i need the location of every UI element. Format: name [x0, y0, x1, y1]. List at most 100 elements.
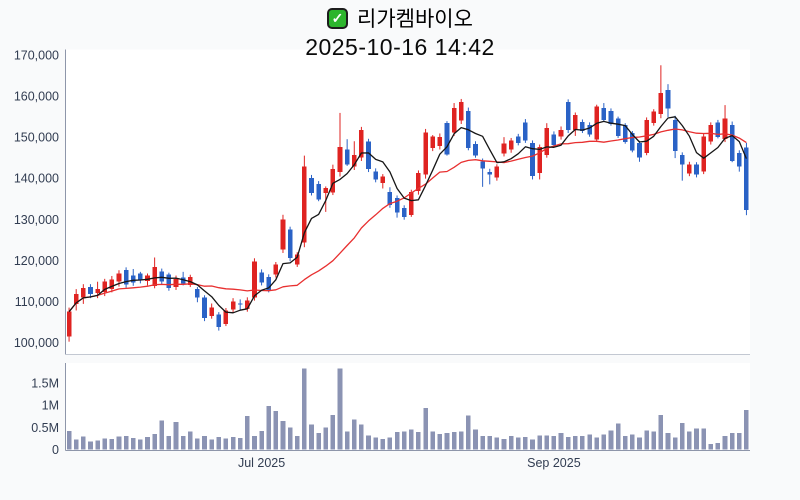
volume-tick-label: 0.5M: [31, 421, 59, 435]
volume-bar: [130, 437, 136, 450]
candle-body-down: [130, 275, 136, 283]
candle-body-up: [330, 169, 336, 193]
price-tick-label: 130,000: [14, 213, 59, 227]
volume-bar: [473, 429, 478, 450]
volume-bar: [252, 436, 257, 450]
volume-bar: [280, 421, 286, 450]
volume-bar: [558, 433, 564, 450]
volume-bar: [302, 368, 307, 450]
volume-tick-label: 1.5M: [31, 376, 59, 390]
volume-tick-label: 1M: [42, 399, 59, 413]
candle-body-up: [173, 278, 179, 288]
volume-bar: [622, 436, 628, 450]
candle-body-up: [501, 143, 507, 154]
candle-body-down: [316, 183, 321, 200]
volume-bar: [380, 438, 386, 450]
volume-bar: [416, 432, 421, 450]
date-tick-label: Jul 2025: [238, 456, 285, 470]
candle-body-up: [359, 129, 364, 158]
candle-body-up: [73, 294, 79, 304]
volume-bar: [394, 432, 400, 450]
candle-body-down: [202, 297, 207, 318]
volume-bar: [608, 430, 614, 450]
candle-body-up: [323, 188, 329, 193]
volume-bar: [316, 433, 321, 450]
candle-body-up: [351, 154, 357, 167]
volume-bar: [515, 437, 521, 450]
volume-bar: [116, 436, 122, 450]
candle-body-up: [494, 166, 500, 178]
volume-bar: [237, 437, 243, 450]
volume-bar: [480, 436, 485, 450]
candle-body-down: [744, 147, 749, 210]
candle-body-down: [565, 101, 571, 130]
volume-bar: [594, 437, 600, 450]
candle-body-down: [259, 272, 264, 283]
volume-bar: [722, 436, 728, 450]
volume-bar: [565, 437, 571, 450]
candle-body-up: [573, 114, 578, 130]
volume-bar: [159, 420, 165, 450]
candle-body-up: [252, 261, 257, 298]
volume-bar: [287, 427, 293, 450]
candle-body-down: [665, 89, 671, 109]
candle-body-up: [658, 92, 664, 115]
volume-bar: [409, 429, 414, 450]
candle-body-up: [95, 289, 100, 294]
candle-body-down: [615, 118, 621, 136]
candle-body-up: [209, 307, 214, 317]
volume-bar: [715, 442, 721, 450]
candle-body-down: [88, 287, 93, 295]
volume-bar: [430, 431, 436, 450]
candle-body-down: [515, 136, 521, 143]
candle-body-up: [430, 136, 436, 148]
ma-fast-line: [68, 116, 747, 314]
volume-bar: [373, 437, 378, 450]
candle-body-up: [722, 118, 728, 140]
volume-bar: [202, 436, 207, 450]
volume-bar: [494, 437, 500, 450]
candle-body-up: [437, 137, 443, 147]
candle-body-up: [558, 129, 564, 137]
volume-bar: [423, 408, 428, 450]
volume-bar: [501, 438, 507, 450]
candle-body-up: [66, 311, 72, 337]
volume-bar: [665, 433, 671, 450]
candle-body-up: [409, 191, 414, 215]
date-tick-label: Sep 2025: [527, 456, 581, 470]
candle-body-up: [458, 101, 464, 121]
volume-bar: [737, 433, 742, 450]
candle-body-up: [337, 147, 343, 173]
volume-bar: [487, 436, 493, 450]
volume-bar: [451, 432, 457, 450]
candle-body-down: [444, 123, 450, 155]
candle-body-up: [223, 310, 229, 325]
volume-bar: [701, 428, 706, 450]
candle-body-down: [166, 274, 172, 288]
volume-bar: [573, 436, 578, 450]
candle-body-down: [159, 271, 165, 282]
volume-bar: [323, 427, 329, 450]
candle-body-down: [608, 110, 614, 124]
price-tick-label: 120,000: [14, 254, 59, 268]
candle-body-down: [309, 178, 314, 193]
price-tick-label: 160,000: [14, 90, 59, 104]
axis-lines: [65, 49, 750, 451]
candle-body-down: [679, 154, 685, 165]
volume-bar: [672, 437, 678, 450]
volume-bar: [508, 436, 514, 450]
candle-body-down: [480, 161, 485, 169]
volume-bar: [387, 437, 393, 450]
candle-body-down: [530, 142, 535, 177]
candle-body-down: [715, 122, 721, 138]
price-axis-labels: 170,000 160,000 150,000 140,000 130,000 120,0…: [14, 49, 59, 351]
candle-body-down: [637, 142, 642, 158]
candle-body-up: [380, 176, 386, 184]
volume-bar: [351, 419, 357, 450]
volume-bar: [580, 436, 585, 450]
candle-body-down: [266, 276, 272, 290]
candle-body-down: [630, 133, 635, 151]
volume-bar: [544, 435, 550, 450]
